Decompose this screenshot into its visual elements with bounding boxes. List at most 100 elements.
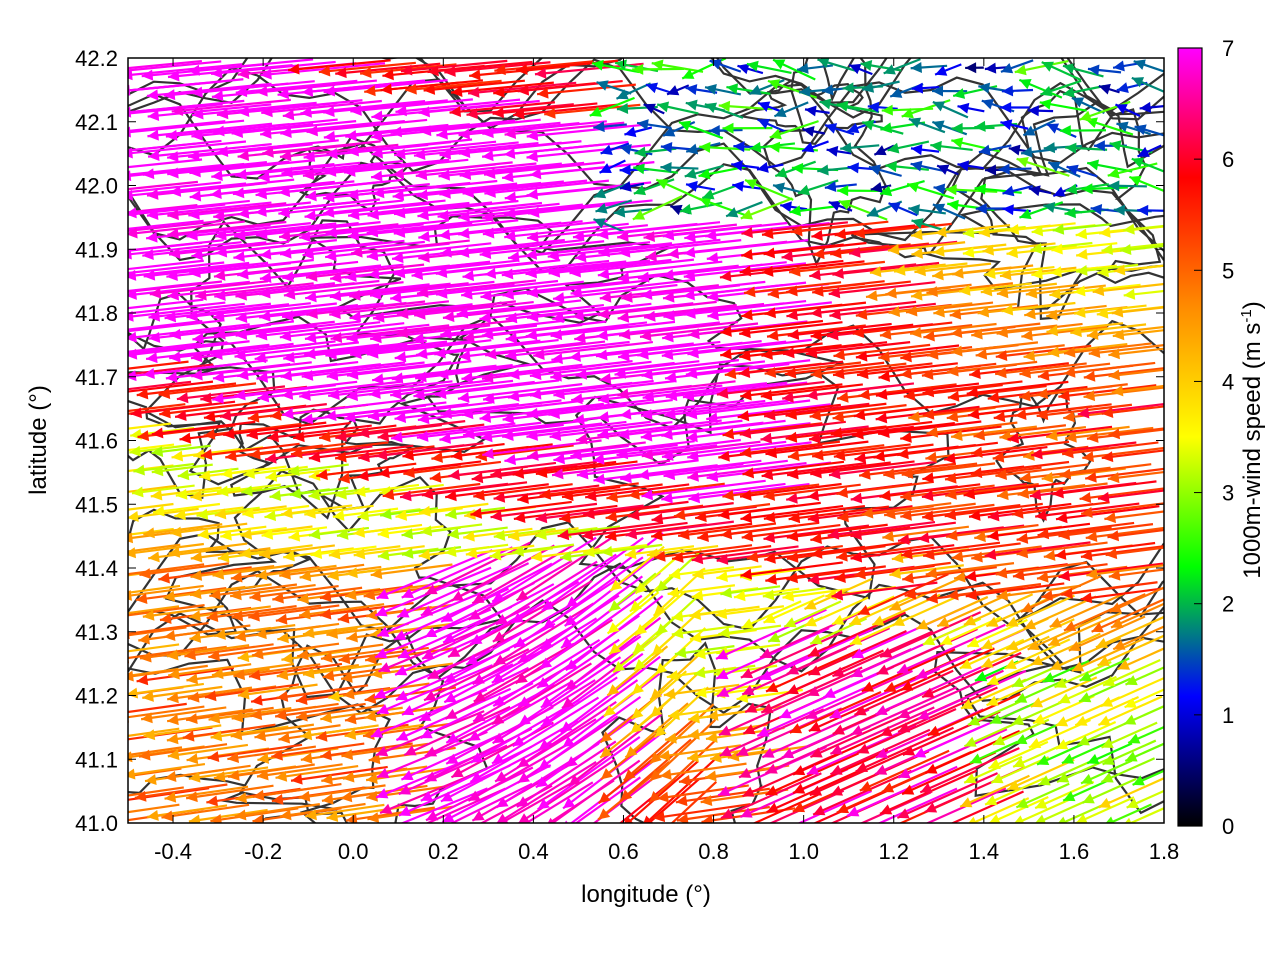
wind-vector-head (927, 725, 941, 736)
wind-vector (516, 740, 617, 808)
wind-vector (231, 604, 322, 619)
wind-vector (649, 703, 715, 765)
wind-vector (128, 403, 186, 413)
wind-vector-head (789, 265, 801, 277)
wind-vector-head (619, 164, 631, 176)
wind-vector-head (177, 469, 190, 481)
wind-vector (719, 708, 825, 757)
wind-vector-head (187, 691, 200, 703)
wind-vector-head (150, 489, 163, 501)
wind-vector-head (881, 782, 895, 793)
wind-vector-head (1065, 142, 1077, 154)
wind-vector-head (1007, 223, 1020, 235)
wind-vector-head (482, 227, 495, 239)
wind-vector-head (951, 551, 964, 562)
wind-vector (1061, 441, 1159, 456)
wind-vector-head (1108, 180, 1120, 192)
wind-vector (565, 595, 664, 672)
wind-vector-head (888, 202, 901, 213)
wind-vector-head (323, 130, 336, 142)
wind-vector-head (908, 204, 920, 216)
wind-vector (904, 582, 1001, 597)
wind-vector-head (975, 348, 988, 360)
wind-vector-head (828, 200, 841, 212)
wind-vector (1074, 695, 1139, 727)
wind-vector-head (966, 387, 979, 398)
wind-vector-head (720, 325, 732, 337)
terrain-contour (128, 658, 391, 823)
wind-vector-head (138, 633, 150, 645)
wind-vector-head (688, 492, 701, 504)
wind-vector-head (685, 408, 698, 420)
wind-vector-head (1066, 164, 1079, 176)
x-tick-label: 0.8 (698, 839, 729, 864)
wind-vector-head (935, 226, 947, 238)
wind-vector (304, 339, 427, 357)
wind-vector (415, 339, 541, 357)
wind-vector (965, 582, 1065, 598)
wind-vector-head (1015, 734, 1028, 745)
wind-vector-head (259, 272, 272, 284)
wind-vector (128, 280, 223, 293)
wind-vector-head (249, 448, 261, 460)
wind-vector (529, 360, 652, 378)
wind-vector (403, 460, 502, 475)
wind-vector (290, 765, 388, 782)
wind-vector-head (446, 753, 459, 764)
wind-vector-head (163, 89, 176, 101)
wind-vector-head (288, 465, 300, 477)
wind-vector-head (165, 371, 178, 383)
wind-vector-head (922, 472, 934, 484)
wind-vector-head (993, 411, 1006, 423)
wind-vector-head (276, 669, 289, 681)
wind-vector-head (220, 529, 232, 541)
wind-vector (596, 321, 720, 338)
wind-vector (810, 362, 907, 376)
wind-vector (743, 281, 842, 295)
wind-vector-head (805, 708, 819, 720)
wind-vector-head (1123, 288, 1136, 300)
wind-vector (128, 646, 208, 660)
wind-vector (511, 553, 617, 625)
wind-vector-head (319, 591, 332, 603)
wind-vector (850, 544, 955, 560)
wind-vectors (128, 58, 1164, 823)
wind-vector-head (256, 228, 268, 240)
wind-vector (149, 280, 269, 296)
wind-vector (346, 563, 423, 576)
wind-vector (503, 140, 629, 156)
wind-vector (171, 98, 291, 113)
wind-vector-head (946, 411, 959, 423)
wind-vector-head (807, 490, 820, 501)
wind-vector-head (161, 810, 174, 822)
wind-vector-head (767, 287, 780, 299)
wind-vector-head (599, 163, 612, 174)
wind-vector (128, 643, 180, 653)
wind-vector (537, 695, 642, 771)
wind-vector-head (1082, 793, 1095, 804)
wind-vector (188, 808, 268, 823)
wind-vector (237, 360, 359, 378)
wind-vector (1098, 777, 1164, 809)
wind-vector-head (148, 331, 161, 343)
wind-vector-head (645, 82, 659, 94)
wind-vector-head (678, 529, 690, 540)
wind-vector-head (534, 67, 547, 79)
wind-vector (760, 425, 869, 441)
wind-vector (764, 361, 862, 375)
wind-vector (969, 362, 1069, 376)
wind-vector-head (933, 245, 945, 257)
wind-vector-head (699, 141, 711, 153)
wind-vector-head (678, 774, 691, 786)
wind-vector (376, 664, 493, 715)
wind-vector-head (214, 328, 226, 340)
wind-vector-head (783, 347, 795, 359)
terrain-contour (574, 363, 950, 600)
wind-vector (128, 422, 171, 430)
wind-vector-head (142, 690, 154, 702)
wind-vector-head (448, 469, 461, 481)
wind-vector-head (376, 788, 389, 799)
wind-vector-head (857, 368, 869, 380)
wind-vector-head (707, 290, 719, 302)
wind-vector-head (882, 530, 894, 542)
